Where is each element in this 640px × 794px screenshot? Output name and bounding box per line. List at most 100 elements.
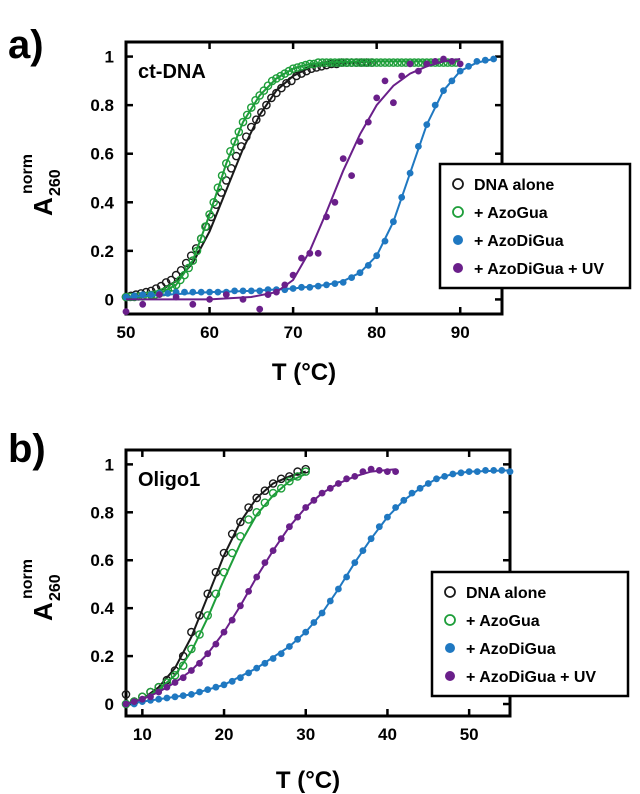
- data-point: [406, 169, 414, 177]
- data-point: [490, 55, 497, 63]
- data-point: [179, 692, 187, 699]
- data-point: [219, 567, 229, 577]
- fit-line-azodigua: [125, 58, 494, 298]
- data-point: [206, 288, 214, 296]
- data-point: [277, 83, 286, 93]
- panel-a-y-axis-sub: 260: [47, 169, 64, 196]
- panel-b-series: [121, 464, 514, 709]
- data-point: [359, 547, 367, 554]
- y-tick-label: 0.2: [90, 647, 114, 666]
- data-point: [212, 683, 220, 691]
- data-point: [259, 86, 269, 95]
- legend-label: DNA alone: [474, 177, 554, 194]
- data-point: [255, 91, 265, 100]
- data-point: [292, 71, 301, 81]
- data-point: [256, 305, 264, 313]
- data-point: [201, 222, 210, 231]
- data-point: [448, 58, 456, 65]
- data-point: [252, 493, 262, 503]
- data-point: [236, 142, 246, 151]
- data-point: [260, 486, 270, 496]
- y-tick-label: 0.4: [90, 599, 114, 618]
- data-point: [285, 472, 294, 481]
- data-point: [339, 155, 347, 163]
- data-point: [171, 693, 179, 701]
- legend-marker: [453, 235, 463, 245]
- data-point: [381, 77, 389, 85]
- data-point: [256, 287, 264, 295]
- panel-a-axes: 50 60 70 80 90 0 0.2 0.4 0.6 0.8 1: [90, 42, 502, 342]
- data-point: [264, 286, 272, 294]
- data-point: [188, 256, 198, 265]
- data-point: [204, 650, 212, 658]
- data-point: [219, 548, 229, 558]
- data-point: [228, 616, 236, 624]
- data-point: [155, 688, 163, 696]
- data-point: [241, 132, 251, 141]
- data-point: [228, 677, 236, 685]
- data-point: [170, 671, 180, 680]
- data-point: [318, 609, 326, 617]
- data-point: [293, 467, 302, 476]
- data-point: [440, 55, 447, 63]
- data-point: [380, 58, 390, 67]
- data-point: [221, 159, 231, 168]
- data-point: [326, 484, 334, 492]
- data-point: [392, 468, 399, 475]
- data-point: [251, 115, 261, 124]
- data-point: [246, 122, 256, 132]
- data-point: [381, 237, 389, 245]
- data-point: [156, 291, 163, 298]
- data-point: [351, 473, 359, 480]
- data-point: [331, 198, 339, 206]
- data-point: [276, 483, 286, 493]
- data-point: [239, 287, 247, 295]
- series-azogua: [121, 58, 461, 302]
- data-point: [390, 99, 397, 107]
- data-point: [237, 602, 244, 610]
- data-point: [441, 473, 448, 480]
- data-point: [244, 503, 253, 512]
- legend-box: [438, 162, 632, 290]
- data-point: [246, 103, 256, 112]
- data-point: [264, 291, 272, 298]
- data-point: [408, 489, 416, 497]
- y-tick-label: 1: [105, 48, 114, 67]
- y-tick-label: 0: [105, 695, 114, 714]
- data-point: [294, 513, 301, 521]
- data-point: [375, 467, 383, 474]
- data-point: [221, 176, 231, 185]
- panel-a: a) ct-DNA 50 60 70 80 90 0 0.2 0.4 0.6 0.8 1 T (°C…: [8, 23, 632, 386]
- data-point: [287, 76, 296, 86]
- legend-label: + AzoDiGua: [466, 641, 556, 658]
- data-point: [440, 87, 447, 94]
- panel-b-legend: DNA alone + AzoGua + AzoDiGua + AzoDiGua + …: [430, 570, 630, 698]
- x-tick-label: 40: [378, 725, 397, 744]
- data-point: [289, 285, 297, 292]
- data-point: [231, 151, 241, 161]
- data-point: [178, 661, 188, 671]
- data-point: [163, 683, 171, 691]
- fit-line-azogua: [125, 473, 307, 705]
- fit-line-dna-alone: [125, 470, 306, 705]
- data-point: [139, 291, 147, 298]
- data-point: [348, 274, 355, 281]
- legend-marker: [453, 263, 463, 273]
- data-point: [276, 474, 286, 484]
- data-point: [285, 476, 294, 486]
- data-point: [356, 269, 364, 277]
- data-point: [234, 127, 244, 137]
- x-tick-label: 70: [284, 323, 303, 342]
- data-point: [481, 56, 489, 64]
- panel-a-series: [121, 55, 497, 315]
- data-point: [178, 651, 188, 661]
- panel-b-y-axis-sub: 260: [47, 574, 64, 601]
- data-point: [465, 468, 473, 475]
- data-point: [238, 117, 248, 127]
- data-point: [335, 480, 342, 487]
- data-point: [181, 288, 188, 296]
- data-point: [209, 197, 218, 207]
- data-point: [301, 467, 311, 476]
- data-point: [473, 58, 481, 65]
- data-point: [281, 281, 289, 289]
